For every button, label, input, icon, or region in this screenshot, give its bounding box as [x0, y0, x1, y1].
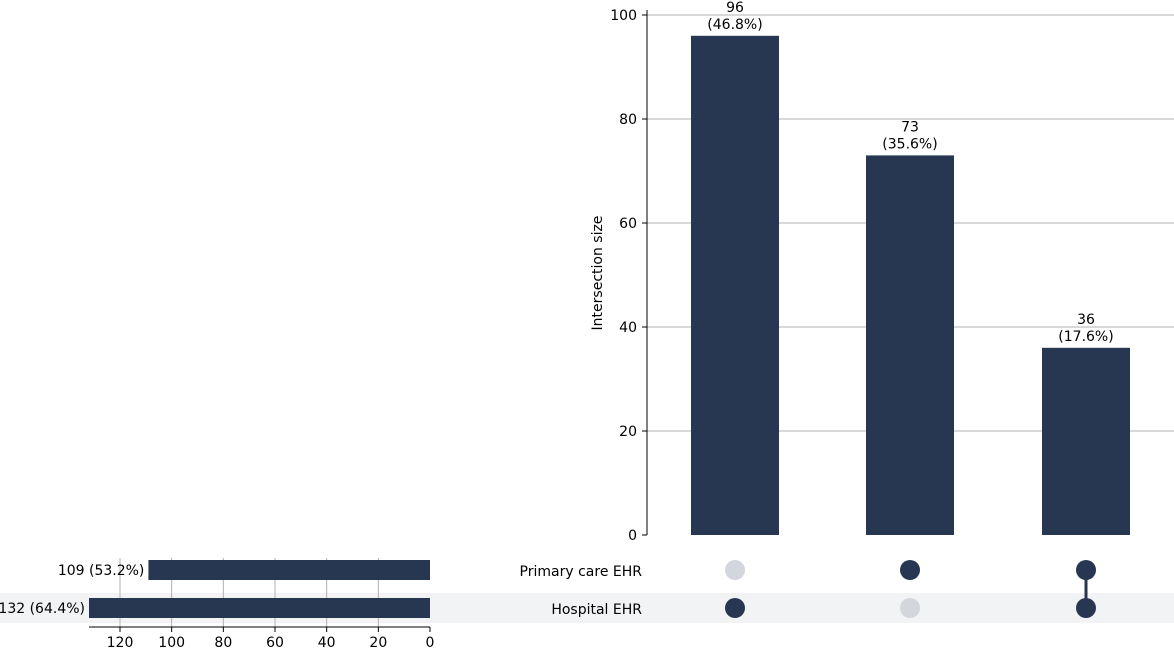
intersection-bar: [691, 35, 779, 536]
set-name-label: Hospital EHR: [551, 602, 642, 618]
y-tick-label: 0: [628, 528, 637, 544]
y-tick-label: 40: [619, 320, 637, 336]
y-axis-label: Intersection size: [590, 216, 606, 331]
set-size-bar: [89, 598, 430, 618]
y-tick-label: 20: [619, 424, 637, 440]
set-size-bars: [89, 560, 430, 618]
matrix-dot-active: [725, 598, 745, 618]
y-tick-label: 80: [619, 112, 637, 128]
matrix-dot-active: [1076, 598, 1096, 618]
intersection-bar: [866, 155, 954, 535]
matrix-dot-active: [900, 560, 920, 580]
intersection-bars: [691, 35, 1130, 536]
bar-percent-label: (17.6%): [1058, 329, 1113, 345]
matrix-dot-inactive: [900, 598, 920, 618]
membership-matrix: [725, 560, 1096, 618]
set-size-bar: [148, 560, 430, 580]
set-size-tick-label: 120: [107, 635, 134, 650]
set-size-tick-label: 40: [318, 635, 336, 650]
set-size-tick-label: 0: [426, 635, 435, 650]
bar-value-label: 96: [726, 0, 744, 16]
set-size-tick-label: 80: [214, 635, 232, 650]
axes: Intersection size 0 20 40 60 80 100 120 100 80 60…: [89, 8, 648, 650]
set-size-label: 109 (53.2%): [58, 563, 145, 579]
labels: 96(46.8%) 73(35.6%) 36(17.6%) 109 (53.2%) Pr…: [0, 0, 1114, 618]
bar-value-label: 36: [1077, 312, 1095, 328]
bar-percent-label: (46.8%): [707, 17, 762, 33]
y-tick-label: 60: [619, 216, 637, 232]
set-size-tick-label: 20: [369, 635, 387, 650]
set-size-label: 132 (64.4%): [0, 601, 85, 617]
set-name-label: Primary care EHR: [520, 564, 643, 580]
set-size-tick-label: 60: [266, 635, 284, 650]
matrix-dot-inactive: [725, 560, 745, 580]
bar-percent-label: (35.6%): [882, 136, 937, 152]
intersection-bar: [1042, 347, 1130, 535]
bar-value-label: 73: [901, 119, 919, 135]
matrix-dot-active: [1076, 560, 1096, 580]
set-size-tick-label: 100: [158, 635, 185, 650]
y-tick-label: 100: [610, 8, 637, 24]
